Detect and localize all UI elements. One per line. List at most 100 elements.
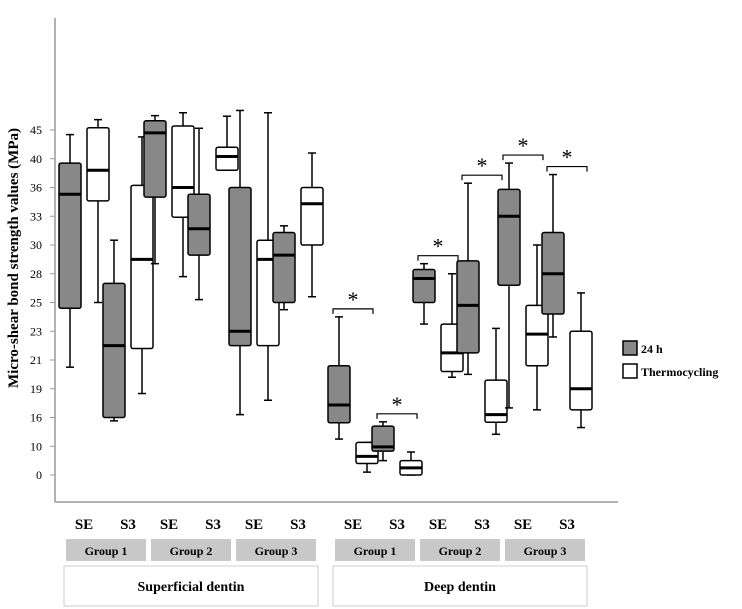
group-bar [151,539,231,561]
box-iqr [187,193,211,256]
box-thermocycling [569,292,593,429]
box-iqr [497,188,521,287]
adhesive-label: S3 [389,517,405,533]
adhesive-label: S3 [120,517,136,533]
box-24-h [102,239,126,422]
significance-bracket: * [461,153,503,181]
box-24-h [58,133,82,368]
significance-bracket: * [546,145,588,172]
significance-bracket: * [417,234,459,261]
significance-bracket: * [332,287,374,314]
group-bar [335,539,415,561]
box-thermocycling [300,152,324,298]
y-axis-title: Micro-shear bond strength values (MPa) [6,128,22,388]
y-tick-label: 30 [30,238,42,252]
y-tick-label: 16 [30,411,42,425]
adhesive-label: S3 [290,517,306,533]
box-24-h [541,173,565,338]
y-tick-label: 36 [30,181,42,195]
group-bar [505,539,585,561]
bracket-line [332,308,374,314]
box-thermocycling [130,136,154,395]
box-iqr [327,365,351,424]
adhesive-label: SE [245,517,263,533]
group-bar [66,539,146,561]
bracket-line [461,174,503,181]
significance-markers: * * * * * * [332,133,588,419]
box-thermocycling [440,273,464,378]
group-label: Group 3 [255,544,298,558]
region-box [63,565,319,607]
y-tick-label: 45 [30,123,42,137]
box-thermocycling [215,115,239,171]
box-24-h [272,225,296,311]
group-bar [420,539,500,561]
legend-swatch [622,363,638,379]
adhesive-label: SE [344,517,362,533]
group-label: Group 1 [354,544,397,558]
box-24-h [327,316,351,440]
y-tick-label: 21 [30,353,42,367]
region-box [332,565,588,607]
significance-star: * [392,392,403,417]
box-iqr [228,186,252,347]
box-iqr [86,126,110,202]
region-label: Superficial dentin [138,580,245,595]
box-24-h [143,114,167,265]
significance-star: * [433,234,444,259]
box-iqr [58,162,82,309]
y-tick-label: 10 [30,439,42,453]
y-tick-label: 0 [36,468,42,482]
box-iqr [371,425,395,452]
y-tick-label: 23 [30,324,42,338]
adhesive-label: SE [75,517,93,533]
group-label: Group 2 [170,544,213,558]
box-thermocycling [86,118,110,304]
box-24-h [456,182,480,376]
group-label: Group 2 [439,544,482,558]
bracket-line [376,413,418,419]
y-tick-label: 40 [30,152,42,166]
box-iqr [272,231,296,304]
box-iqr [215,146,239,171]
y-tick-label: 19 [30,382,42,396]
box-24-h [228,109,252,416]
box-thermocycling [171,112,195,278]
adhesive-label: S3 [474,517,490,533]
box-thermocycling [484,327,508,436]
bracket-line [546,165,588,172]
y-tick-label: 33 [30,209,42,223]
box-iqr [300,186,324,246]
group-bar [236,539,316,561]
significance-bracket: * [502,133,544,161]
box-24-h [412,262,436,325]
box-24-h [371,421,395,462]
region-label: Deep dentin [424,580,496,595]
legend: 24 h Thermocycling [622,340,718,379]
y-tick-label: 28 [30,267,42,281]
adhesive-label: S3 [205,517,221,533]
significance-star: * [348,287,359,312]
legend-swatch [622,340,638,356]
significance-star: * [518,133,529,158]
adhesive-label: SE [514,517,532,533]
legend-label: Thermocycling [641,365,718,379]
significance-star: * [477,153,488,178]
box-iqr [102,282,126,419]
box-iqr [412,268,436,304]
chart-axes: 0 10 16 19 21 23 25 28 30 33 36 40 45 Micro-shear bon… [6,18,618,503]
adhesive-label: SE [160,517,178,533]
significance-bracket: * [376,392,418,419]
group-label: Group 1 [85,544,128,558]
adhesive-label: SE [429,517,447,533]
box-thermocycling [525,244,549,411]
adhesive-label: S3 [559,517,575,533]
box-iqr [130,184,154,350]
box-24-h [187,127,211,301]
box-24-h [497,162,521,409]
box-thermocycling [399,451,423,476]
x-axis-labels: SE S3 Group 1 SE S3 Group 2 SE S3 Group 3 Superfi… [63,517,588,607]
y-tick-label: 25 [30,296,42,310]
bracket-line [502,154,544,161]
